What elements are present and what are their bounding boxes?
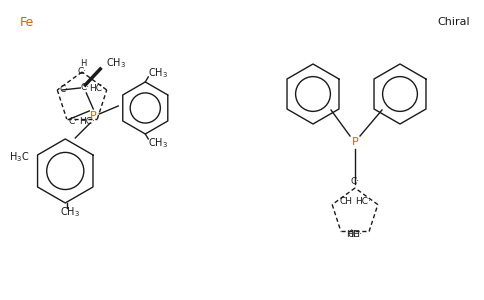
Text: C·: C· — [350, 178, 360, 187]
Text: C·: C· — [69, 116, 78, 125]
Text: HC·: HC· — [89, 85, 105, 94]
Text: Fe: Fe — [20, 16, 34, 28]
Text: C·: C· — [59, 85, 68, 94]
Text: P: P — [351, 137, 358, 147]
Text: ĊH: ĊH — [348, 230, 361, 239]
Text: CH$_3$: CH$_3$ — [106, 56, 126, 70]
Text: ĊH: ĊH — [339, 197, 352, 206]
Text: Chiral: Chiral — [438, 17, 470, 27]
Text: CH$_3$: CH$_3$ — [148, 66, 168, 80]
Text: H$_3$C: H$_3$C — [9, 150, 29, 164]
Text: CH$_3$: CH$_3$ — [148, 136, 168, 150]
Text: C·: C· — [81, 83, 90, 92]
Text: HC·: HC· — [355, 197, 371, 206]
Text: H: H — [80, 59, 86, 68]
Text: HC·: HC· — [79, 116, 95, 125]
Text: P: P — [90, 111, 97, 121]
Text: C·: C· — [77, 68, 87, 76]
Text: HC·: HC· — [346, 230, 362, 239]
Text: CH$_3$: CH$_3$ — [60, 205, 80, 219]
